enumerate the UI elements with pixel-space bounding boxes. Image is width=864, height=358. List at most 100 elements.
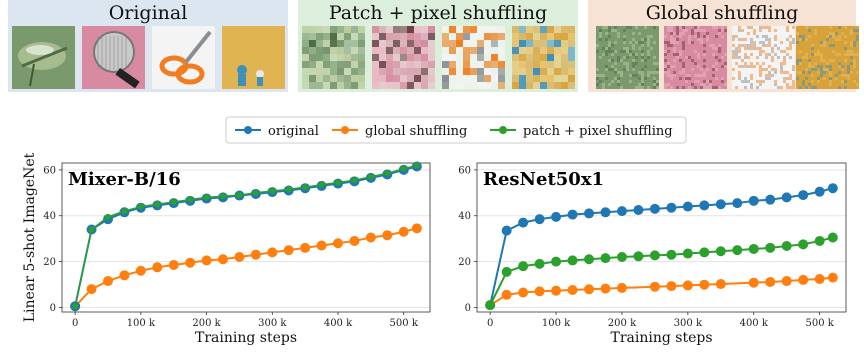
- data-point: [349, 235, 360, 246]
- x-tick-label: 400 k: [324, 318, 353, 329]
- data-point: [501, 266, 512, 277]
- data-point: [501, 289, 512, 300]
- data-point: [682, 280, 693, 291]
- data-point: [236, 192, 243, 199]
- data-point: [798, 274, 809, 285]
- series-line: [489, 187, 834, 306]
- data-point: [400, 165, 407, 172]
- data-point: [814, 235, 825, 246]
- legend-item-0: original: [235, 124, 319, 139]
- data-point: [715, 246, 726, 257]
- thumbnail-toy-figures-noise: [796, 26, 859, 89]
- data-point: [252, 189, 259, 196]
- x-tick-label: 300 k: [674, 318, 703, 329]
- data-point: [384, 170, 391, 177]
- series-line: [74, 164, 418, 307]
- data-point: [398, 226, 409, 237]
- data-point: [748, 243, 759, 254]
- data-point: [333, 238, 343, 249]
- original-panel: Original: [8, 0, 288, 92]
- legend-label-1: global shuffling: [365, 124, 467, 139]
- panel-title-original: Original: [108, 2, 188, 24]
- global-shuffling-panel: Global shuffling: [588, 0, 859, 92]
- data-point: [220, 193, 226, 200]
- legend-marker-0: [244, 126, 252, 134]
- data-point: [201, 255, 212, 266]
- x-tick-label: 500 k: [805, 318, 834, 329]
- data-point: [351, 177, 358, 184]
- data-point: [633, 251, 644, 262]
- data-point: [185, 257, 196, 268]
- data-point: [682, 248, 693, 259]
- series-global-shuffling: [70, 223, 422, 312]
- data-point: [154, 201, 161, 208]
- data-point: [413, 162, 420, 169]
- charts-figure: original global shuffling patch + pixel sh…: [22, 116, 847, 346]
- data-point: [218, 254, 228, 265]
- series-line: [74, 227, 418, 307]
- data-point: [748, 277, 759, 288]
- y-tick-label: 40: [43, 211, 56, 222]
- subplot-title: ResNet50x1: [483, 169, 604, 190]
- data-point: [518, 217, 529, 228]
- thumbnail-scissors-photo: [152, 26, 215, 89]
- data-point: [518, 261, 529, 272]
- legend-item-1: global shuffling: [332, 124, 467, 139]
- legend: original global shuffling patch + pixel sh…: [225, 116, 687, 144]
- data-point: [283, 245, 294, 256]
- data-point: [119, 270, 130, 281]
- data-point: [72, 303, 79, 310]
- data-point: [827, 232, 838, 243]
- data-point: [234, 251, 245, 262]
- data-point: [411, 223, 422, 234]
- data-point: [285, 186, 292, 193]
- thumbnail-toy-figures-patch: [512, 26, 575, 89]
- data-point: [699, 279, 710, 290]
- x-axis-label: Training steps: [195, 330, 297, 346]
- y-tick-label: 20: [43, 257, 56, 268]
- data-point: [600, 253, 611, 264]
- legend-label-2: patch + pixel shuffling: [523, 124, 673, 139]
- chart-resnet50x1: 0 20 40 60 0 100 k 200 k 300 k 400 k 500 k Trainin…: [458, 162, 847, 346]
- data-point: [798, 239, 809, 250]
- data-point: [534, 286, 545, 297]
- data-point: [827, 183, 838, 194]
- data-point: [584, 208, 595, 219]
- series-patch-pixel-shuffling: [485, 232, 838, 311]
- thumbnail-dragonfly-patch: [302, 26, 365, 89]
- series-line: [74, 165, 418, 307]
- data-point: [534, 258, 545, 269]
- data-point: [567, 209, 578, 220]
- data-point: [551, 285, 562, 296]
- legend-marker-2: [499, 126, 507, 134]
- thumbnail-toy-figures-photo: [222, 26, 285, 89]
- series-patch-pixel-shuffling: [72, 162, 420, 310]
- y-tick-label: 20: [458, 257, 471, 268]
- thumbnail-scissors-patch: [442, 26, 505, 89]
- data-point: [781, 276, 792, 287]
- series-global-shuffling: [485, 272, 838, 311]
- data-point: [798, 190, 809, 201]
- x-tick-label: 0: [72, 318, 78, 329]
- x-tick-label: 0: [487, 318, 493, 329]
- data-point: [103, 276, 113, 287]
- legend-item-2: patch + pixel shuffling: [490, 124, 673, 139]
- legend-label-0: original: [268, 124, 319, 139]
- x-tick-label: 100 k: [542, 318, 571, 329]
- data-point: [616, 251, 627, 262]
- plot-frame: [476, 162, 847, 313]
- data-point: [335, 179, 341, 186]
- data-point: [518, 287, 529, 298]
- data-point: [501, 225, 512, 236]
- data-point: [600, 283, 611, 294]
- data-point: [827, 272, 838, 283]
- data-point: [551, 256, 562, 267]
- y-tick-label: 0: [50, 303, 56, 314]
- data-point: [267, 247, 278, 258]
- data-point: [168, 260, 179, 271]
- data-point: [666, 249, 677, 260]
- data-point: [316, 240, 327, 251]
- x-tick-label: 200 k: [608, 318, 637, 329]
- data-point: [86, 284, 97, 295]
- data-point: [551, 211, 562, 222]
